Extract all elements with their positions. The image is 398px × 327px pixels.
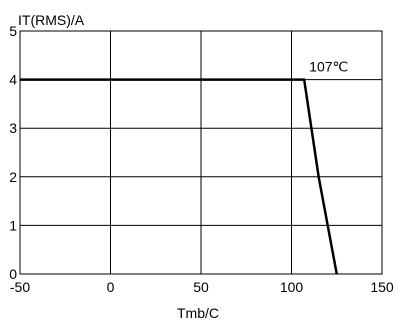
series-layer xyxy=(20,78,338,275)
y-tick-label-3: 3 xyxy=(9,120,17,136)
x-tick-labels: -50 0 50 100 150 xyxy=(10,279,394,295)
y-tick-label-2: 2 xyxy=(9,169,17,185)
annotation-label-0: 107℃ xyxy=(309,59,348,75)
series-line-0 xyxy=(20,78,338,275)
x-tick-label-3: 100 xyxy=(280,279,304,295)
plot-frame xyxy=(19,30,383,275)
x-axis-label: Tmb/C xyxy=(177,305,219,321)
y-tick-label-0: 0 xyxy=(9,266,17,282)
annotations: 107℃ xyxy=(309,59,348,75)
y-axis-label: IT(RMS)/A xyxy=(18,12,85,28)
x-tick-label-1: 0 xyxy=(107,279,115,295)
x-tick-label-2: 50 xyxy=(193,279,209,295)
y-tick-label-5: 5 xyxy=(9,23,17,39)
x-tick-label-0: -50 xyxy=(10,279,30,295)
y-tick-label-4: 4 xyxy=(9,72,17,88)
y-tick-labels: 0 1 2 3 4 5 xyxy=(9,23,17,282)
x-tick-label-4: 150 xyxy=(370,279,394,295)
y-tick-label-1: 1 xyxy=(9,217,17,233)
